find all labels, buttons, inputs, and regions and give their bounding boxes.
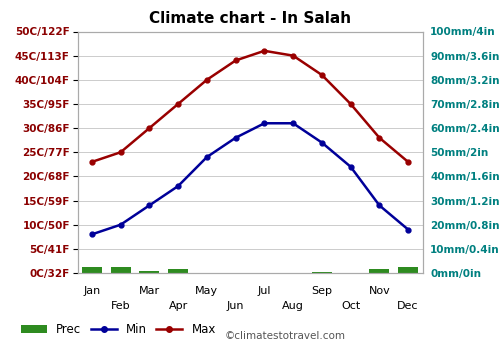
Text: Feb: Feb: [111, 301, 130, 311]
Text: ©climatestotravel.com: ©climatestotravel.com: [225, 331, 346, 341]
Bar: [82, 267, 102, 273]
Legend: Prec, Min, Max: Prec, Min, Max: [16, 318, 221, 341]
Text: Mar: Mar: [139, 286, 160, 296]
Bar: [398, 267, 418, 273]
Bar: [168, 270, 188, 273]
Text: May: May: [196, 286, 218, 296]
Text: Apr: Apr: [168, 301, 188, 311]
Text: Jun: Jun: [227, 301, 244, 311]
Text: Nov: Nov: [368, 286, 390, 296]
Bar: [140, 271, 160, 273]
Text: Jul: Jul: [258, 286, 271, 296]
Text: Oct: Oct: [341, 301, 360, 311]
Bar: [110, 267, 130, 273]
Text: Jan: Jan: [83, 286, 100, 296]
Bar: [370, 270, 390, 273]
Bar: [312, 272, 332, 273]
Text: Sep: Sep: [312, 286, 332, 296]
Text: Dec: Dec: [398, 301, 419, 311]
Text: Aug: Aug: [282, 301, 304, 311]
Title: Climate chart - In Salah: Climate chart - In Salah: [149, 11, 351, 26]
